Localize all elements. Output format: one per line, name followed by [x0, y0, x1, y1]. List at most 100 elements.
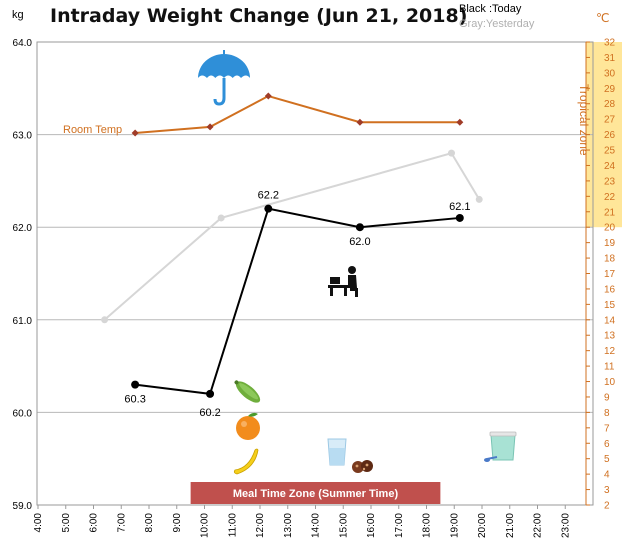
right-tick-label: 24: [604, 161, 616, 172]
room-temp-label: Room Temp: [63, 124, 122, 136]
x-tick-label: 20:00: [477, 513, 488, 538]
series-yesterday: [101, 149, 483, 324]
desk-worker-icon: [328, 266, 358, 297]
x-tick-label: 21:00: [505, 513, 516, 538]
left-axis-unit: kg: [12, 9, 24, 21]
x-tick-label: 15:00: [338, 513, 349, 538]
right-tick-label: 3: [604, 485, 610, 496]
right-tick-label: 9: [604, 392, 610, 403]
x-tick-label: 23:00: [560, 513, 571, 538]
water-glass-icon: [327, 438, 347, 466]
right-tick-label: 22: [604, 192, 616, 203]
x-tick-label: 5:00: [61, 513, 72, 533]
meal-time-zone-bar: [190, 482, 441, 504]
right-tick-label: 31: [604, 53, 616, 64]
banana-icon: [233, 448, 259, 475]
x-tick-label: 22:00: [533, 513, 544, 538]
today-data-label: 62.2: [258, 190, 279, 202]
room-temp-point: [131, 129, 139, 137]
right-tick-label: 29: [604, 84, 616, 95]
yesterday-point: [447, 149, 455, 157]
right-tick-label: 21: [604, 207, 616, 218]
chart-title: Intraday Weight Change (Jun 21, 2018): [50, 5, 467, 27]
x-tick-label: 11:00: [227, 513, 238, 538]
x-axis: 4:00 5:00 6:00 7:00 8:00 9:00 10:00 11:00 12:00 1…: [33, 505, 571, 538]
right-tick-label: 18: [604, 254, 616, 265]
right-tick-label: 27: [604, 115, 616, 126]
right-tick-label: 17: [604, 269, 616, 280]
x-tick-label: 18:00: [422, 513, 433, 538]
room-temp-line: [135, 94, 460, 135]
yesterday-point: [101, 316, 109, 324]
y-tick-label: 63.0: [13, 131, 33, 142]
right-tick-label: 23: [604, 176, 616, 187]
orange-icon: [236, 412, 260, 440]
chocolate-cookies-icon: [352, 460, 373, 473]
today-data-labels: 60.3 60.2 62.2 62.0 62.1: [124, 190, 470, 419]
x-tick-label: 12:00: [255, 513, 266, 538]
y-tick-label: 61.0: [13, 316, 33, 327]
tropical-zone-label: Tropical zone: [577, 84, 591, 156]
x-tick-label: 17:00: [394, 513, 405, 538]
right-tick-label: 11: [604, 362, 615, 373]
y-tick-label: 60.0: [13, 408, 33, 419]
legend-today: Black :Today: [459, 3, 522, 15]
cucumber-icon: [234, 380, 261, 403]
legend-yesterday: Gray:Yesterday: [459, 18, 535, 30]
right-tick-label: 10: [604, 377, 616, 388]
yesterday-point: [217, 214, 225, 222]
right-tick-label: 16: [604, 284, 616, 295]
x-tick-label: 10:00: [200, 513, 211, 538]
x-tick-label: 14:00: [311, 513, 322, 538]
right-tick-label: 25: [604, 146, 616, 157]
room-temp-point: [264, 92, 272, 100]
right-tick-label: 8: [604, 408, 610, 419]
today-point: [131, 380, 140, 389]
x-tick-label: 7:00: [116, 513, 127, 533]
x-tick-label: 19:00: [449, 513, 460, 538]
right-tick-label: 13: [604, 331, 616, 342]
right-tick-label: 2: [604, 501, 610, 512]
today-point: [355, 223, 364, 232]
today-data-label: 62.0: [349, 236, 370, 248]
y-tick-label: 64.0: [13, 38, 33, 49]
right-tick-label: 14: [604, 315, 616, 326]
today-point: [455, 213, 464, 222]
right-tick-label: 12: [604, 346, 616, 357]
y-axis-left: 59.0 60.0 61.0 62.0 63.0 64.0: [13, 38, 33, 512]
right-tick-label: 26: [604, 130, 616, 141]
right-tick-label: 20: [604, 223, 616, 234]
room-temp-point: [456, 118, 464, 126]
yesterday-point: [475, 195, 483, 203]
right-tick-label: 15: [604, 300, 616, 311]
umbrella-icon: [198, 50, 250, 106]
yesterday-line: [103, 151, 481, 321]
today-point: [264, 204, 273, 213]
right-tick-label: 28: [604, 99, 616, 110]
meal-time-zone-label: Meal Time Zone (Summer Time): [233, 488, 399, 500]
right-tick-label: 5: [604, 454, 610, 465]
x-tick-label: 6:00: [89, 513, 100, 533]
x-tick-label: 8:00: [144, 513, 155, 533]
y-axis-right: 2345678910111213141516171819202122232425…: [585, 38, 616, 512]
today-line: [135, 207, 460, 395]
right-tick-label: 6: [604, 439, 610, 450]
today-data-label: 60.3: [124, 394, 145, 406]
x-tick-label: 4:00: [33, 513, 44, 533]
series-room-temp: [131, 92, 464, 137]
room-temp-point: [206, 123, 214, 131]
yogurt-cup-icon: [484, 431, 517, 462]
today-point: [206, 389, 215, 398]
today-data-label: 60.2: [199, 407, 220, 419]
right-tick-label: 7: [604, 423, 610, 434]
right-tick-label: 4: [604, 470, 610, 481]
x-tick-label: 16:00: [366, 513, 377, 538]
x-tick-label: 13:00: [283, 513, 294, 538]
today-data-label: 62.1: [449, 201, 470, 213]
right-tick-label: 19: [604, 238, 616, 249]
right-tick-label: 30: [604, 68, 616, 79]
right-tick-label: 32: [604, 38, 616, 49]
series-today: [131, 204, 464, 398]
room-temp-point: [356, 118, 364, 126]
